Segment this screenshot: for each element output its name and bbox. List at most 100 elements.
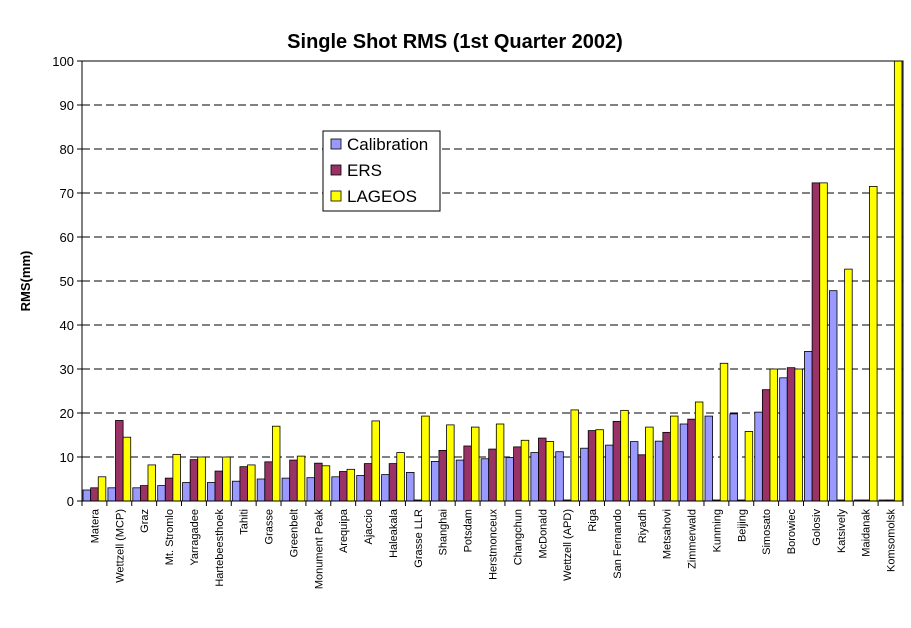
legend: Calibration ERS LAGEOS	[322, 130, 441, 212]
bar-ers	[314, 462, 323, 502]
bar-ers	[687, 418, 696, 502]
x-tick-label: Haleakala	[388, 508, 400, 558]
x-tick-label: Wettzell (MCP)	[114, 509, 126, 583]
y-tick-label: 30	[60, 362, 74, 377]
bar-lageos	[645, 426, 654, 502]
bar-calibration	[580, 447, 589, 502]
bar-lageos	[694, 401, 704, 502]
bar-calibration	[231, 480, 241, 502]
x-tick-label: Hartebeesthoek	[214, 509, 226, 587]
bar-calibration	[530, 452, 539, 502]
bar-lageos	[520, 439, 530, 502]
bar-ers	[811, 182, 821, 502]
x-tick-label: Arequipa	[338, 508, 350, 553]
bar-lageos	[371, 420, 380, 502]
bar-calibration	[107, 487, 116, 502]
bar-ers	[90, 487, 99, 502]
bar-lageos	[421, 415, 430, 502]
bar-lageos	[222, 456, 231, 502]
bars-group	[82, 60, 903, 502]
bar-lageos	[869, 185, 878, 502]
bar-lageos	[844, 268, 853, 502]
bar-lageos	[197, 456, 206, 502]
bar-calibration	[804, 350, 813, 502]
legend-swatch	[330, 164, 342, 176]
bar-ers	[637, 454, 646, 502]
legend-label: LAGEOS	[347, 187, 417, 206]
axes	[77, 60, 904, 506]
bar-lageos	[819, 182, 828, 502]
bar-calibration	[281, 477, 291, 502]
legend-swatch	[330, 190, 342, 202]
x-tick-label: Herstmonceux	[488, 509, 500, 580]
bar-ers	[388, 463, 398, 502]
bar-calibration	[381, 474, 390, 502]
bar-lageos	[346, 468, 356, 502]
y-tick-label: 60	[60, 230, 74, 245]
bar-lageos	[97, 476, 107, 502]
bar-ers	[239, 466, 248, 502]
x-tick-label: Changchun	[512, 509, 524, 565]
x-tick-label: Greenbelt	[288, 509, 300, 557]
bar-lageos	[670, 415, 679, 502]
bar-calibration	[207, 482, 216, 502]
bar-ers	[612, 420, 622, 502]
y-tick-label: 100	[52, 54, 74, 69]
legend-swatch	[330, 138, 342, 150]
y-axis-label: RMS(mm)	[18, 251, 33, 312]
x-tick-label: Mt. Stromlo	[164, 509, 176, 565]
bar-calibration	[157, 485, 166, 502]
bar-calibration	[256, 478, 266, 502]
bar-ers	[115, 420, 124, 502]
legend-label: ERS	[347, 161, 382, 180]
bar-ers	[164, 477, 174, 502]
bar-ers	[587, 430, 597, 502]
bar-ers	[488, 448, 497, 502]
bar-lageos	[321, 465, 331, 502]
bar-ers	[761, 389, 771, 502]
x-tick-label: Grasse LLR	[413, 509, 425, 568]
x-tick-label: Ajaccio	[363, 509, 375, 544]
bar-calibration	[679, 423, 689, 502]
bar-lageos	[471, 426, 480, 502]
y-tick-label: 20	[60, 406, 74, 421]
y-tick-label: 40	[60, 318, 74, 333]
x-tick-label: Riyadh	[637, 509, 649, 543]
y-tick-labels: 0 10 20 30 40 50 60 70 80 90 100	[52, 54, 74, 509]
bar-calibration	[430, 460, 440, 502]
x-tick-label: Graz	[139, 509, 151, 533]
bar-ers	[139, 485, 149, 502]
bar-calibration	[82, 489, 92, 502]
bar-lageos	[893, 60, 903, 502]
x-tick-label: Riga	[587, 508, 599, 532]
bar-lageos	[570, 409, 579, 502]
x-tick-label: Shanghai	[438, 509, 450, 556]
bar-ers	[538, 437, 547, 502]
bar-lageos	[446, 424, 455, 502]
bar-ers	[214, 470, 224, 502]
x-tick-label: Kunming	[711, 509, 723, 552]
bar-lageos	[719, 362, 729, 502]
y-tick-label: 0	[67, 494, 74, 509]
bar-lageos	[620, 409, 629, 502]
bar-ers	[438, 449, 447, 502]
bar-calibration	[480, 458, 490, 502]
x-tick-label: McDonald	[537, 509, 549, 559]
bar-calibration	[654, 440, 664, 502]
bar-lageos	[172, 453, 181, 502]
x-tick-label: Beijing	[736, 509, 748, 542]
bar-ers	[513, 446, 522, 502]
bar-lageos	[247, 464, 256, 502]
bar-lageos	[122, 436, 132, 502]
chart-title: Single Shot RMS (1st Quarter 2002)	[287, 31, 623, 53]
bar-calibration	[356, 475, 365, 502]
x-tick-label: Golosiv	[811, 509, 823, 546]
bar-lageos	[296, 455, 306, 502]
bar-ers	[786, 367, 796, 502]
bar-lageos	[794, 368, 803, 502]
bar-ers	[339, 471, 348, 502]
bar-calibration	[779, 377, 788, 502]
x-tick-label: Metsahovi	[662, 509, 674, 559]
bar-lageos	[769, 368, 778, 502]
